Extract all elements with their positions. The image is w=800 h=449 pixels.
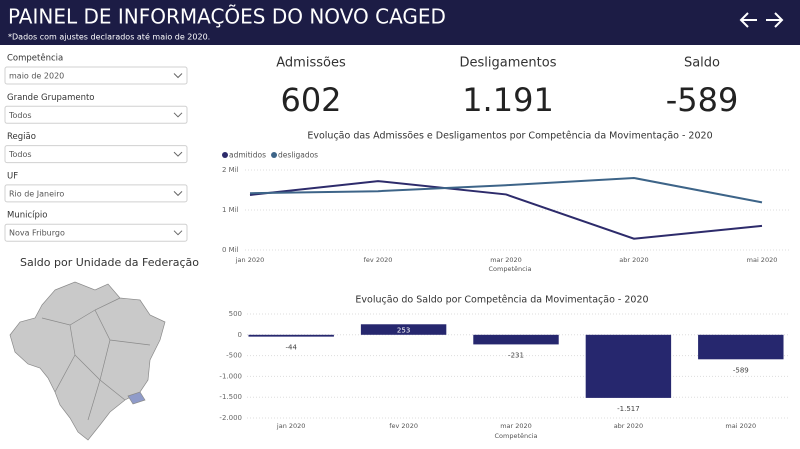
dropdown-chevron: [173, 151, 183, 157]
dropdown-value: Todos: [8, 150, 32, 159]
filter-label: Município: [7, 211, 47, 221]
dropdown-value: maio de 2020: [9, 72, 64, 81]
bar[interactable]: [585, 334, 672, 398]
y-tick-label: -2.000: [219, 414, 242, 422]
dropdown[interactable]: [4, 66, 188, 85]
kpi-value: 1.191: [462, 81, 554, 119]
bar[interactable]: [473, 334, 559, 345]
chart-title: Evolução das Admissões e Desligamentos p…: [307, 131, 712, 142]
y-tick-label: -500: [226, 352, 242, 360]
y-tick-label: 1 Mil: [222, 206, 239, 214]
kpi-label: Saldo: [684, 56, 720, 71]
legend-marker: [222, 152, 228, 158]
dropdown-value: Todos: [8, 111, 32, 120]
bar-value-label: -231: [508, 351, 524, 359]
dropdown-chevron: [173, 112, 183, 118]
x-tick-label: mar 2020: [500, 422, 532, 430]
x-tick-label: fev 2020: [364, 256, 393, 264]
back-arrow[interactable]: [739, 12, 757, 28]
x-tick-label: jan 2020: [276, 422, 306, 430]
kpi-value: -589: [666, 81, 739, 119]
header-bar: [0, 0, 800, 45]
dropdown-chevron: [173, 73, 183, 79]
x-tick-label: fev 2020: [389, 422, 418, 430]
y-tick-label: 500: [229, 310, 242, 318]
filter-label: Competência: [7, 53, 63, 64]
series-line: [249, 180, 763, 240]
kpi-label: Admissões: [276, 56, 346, 71]
x-axis-title: Competência: [488, 265, 531, 273]
bar-value-label: -1.517: [617, 405, 640, 413]
filter-label: Grande Grupamento: [7, 93, 95, 103]
x-tick-label: mar 2020: [490, 256, 522, 264]
bar[interactable]: [360, 324, 447, 335]
bar[interactable]: [248, 334, 334, 337]
header-subtitle: *Dados com ajustes declarados até maio d…: [8, 32, 210, 42]
kpi-label: Desligamentos: [460, 56, 557, 71]
legend-marker: [271, 152, 278, 158]
header-title: PAINEL DE INFORMAÇÕES DO NOVO CAGED: [8, 5, 446, 29]
dropdown-value: Nova Friburgo: [9, 229, 65, 238]
x-tick-label: mai 2020: [747, 256, 778, 264]
legend-label: desligados: [278, 151, 318, 160]
brazil-map: [9, 281, 166, 441]
chart-title: Evolução do Saldo por Competência da Mov…: [355, 295, 648, 306]
x-tick-label: jan 2020: [235, 256, 265, 264]
y-tick-label: 0: [238, 331, 242, 339]
series-line: [249, 176, 763, 204]
x-tick-label: abr 2020: [614, 422, 643, 430]
dropdown[interactable]: [4, 105, 188, 124]
nav-arrows: [739, 12, 784, 28]
x-axis-title: Competência: [494, 432, 537, 440]
dropdown[interactable]: [4, 145, 188, 164]
legend-label: admitidos: [229, 151, 266, 160]
map-title: Saldo por Unidade da Federação: [20, 256, 199, 269]
highlight-rj[interactable]: [127, 391, 146, 405]
dropdown[interactable]: [4, 184, 188, 203]
filter-label: Região: [7, 132, 36, 142]
y-tick-label: -1.000: [219, 372, 242, 380]
bar-value-label: 253: [397, 326, 410, 334]
x-tick-label: mai 2020: [725, 422, 756, 430]
bar-value-label: -589: [733, 366, 749, 374]
dropdown[interactable]: [4, 223, 188, 242]
dropdown-chevron: [173, 230, 183, 236]
bar[interactable]: [698, 334, 784, 360]
y-tick-label: 0 Mil: [222, 246, 239, 254]
filter-label: UF: [7, 171, 18, 181]
dropdown-chevron: [173, 191, 183, 197]
forward-arrow[interactable]: [766, 12, 784, 28]
y-tick-label: 2 Mil: [222, 166, 239, 174]
country-shape[interactable]: [9, 281, 166, 441]
x-tick-label: abr 2020: [619, 256, 648, 264]
state-borders: [41, 297, 151, 421]
kpi-value: 602: [280, 81, 341, 119]
dropdown-value: Rio de Janeiro: [9, 189, 64, 198]
y-tick-label: -1.500: [219, 393, 242, 401]
bar-value-label: -44: [285, 344, 297, 352]
